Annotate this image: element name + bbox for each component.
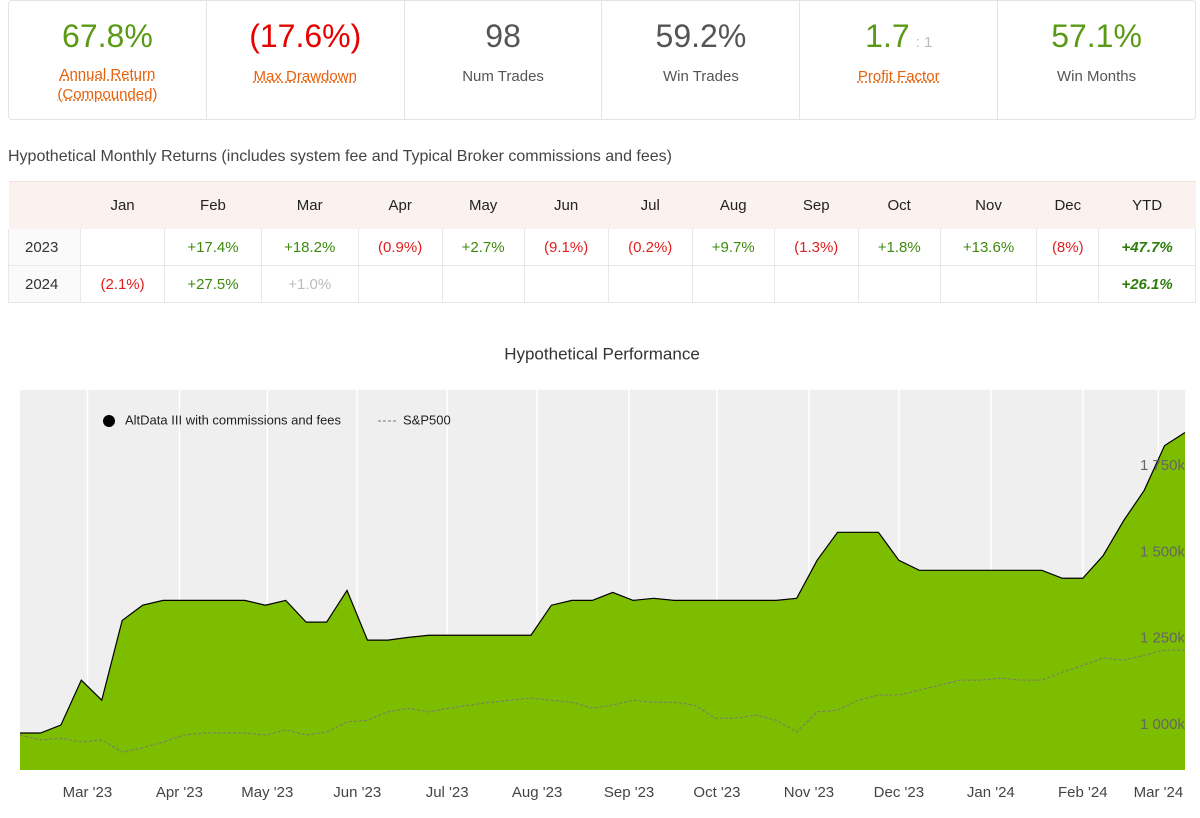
header-cell: Aug: [692, 181, 775, 229]
stat-value: (17.6%): [249, 18, 362, 54]
returns-table: Jan Feb Mar Apr May Jun Jul Aug Sep Oct Nov Dec YTD 2…: [8, 181, 1196, 303]
header-cell: Mar: [261, 181, 359, 229]
stat-label: Num Trades: [462, 68, 544, 85]
x-tick-label: Sep '23: [604, 784, 654, 801]
stat: 59.2% Win Trades: [602, 1, 801, 119]
header-cell: Dec: [1036, 181, 1099, 229]
return-cell: +9.7%: [691, 229, 775, 266]
header-cell: Oct: [858, 181, 941, 229]
header-cell: May: [442, 181, 525, 229]
stat: (17.6%) Max Drawdown: [207, 1, 405, 119]
return-cell: [773, 265, 859, 303]
area: [20, 432, 1185, 770]
stat-label[interactable]: Profit Factor: [857, 68, 940, 85]
y-tick-label: 1 750k: [1140, 457, 1186, 474]
x-tick-label: Dec '23: [874, 784, 924, 801]
stats-panel: 67.8% Annual Return (Compounded) (17.6%) M…: [8, 0, 1196, 120]
y-tick-label: 1 250k: [1140, 630, 1186, 647]
x-tick-label: Oct '23: [693, 784, 740, 801]
table-row: 2024 (2.1%) +27.5% +1.0% +26.1%: [8, 265, 1196, 303]
year-cell: 2024: [8, 265, 81, 303]
return-cell: +47.7%: [1098, 229, 1196, 266]
header-cell: Nov: [940, 181, 1037, 229]
stat-label[interactable]: Max Drawdown: [253, 68, 357, 85]
header-row: Jan Feb Mar Apr May Jun Jul Aug Sep Oct Nov Dec YTD: [8, 181, 1196, 229]
x-tick-label: Aug '23: [512, 784, 562, 801]
return-cell: (8%): [1036, 229, 1100, 266]
chart: Hypothetical Performance Mar '23 Apr '23 M…: [8, 338, 1196, 818]
return-cell: +2.7%: [441, 229, 525, 266]
header-cell: Jan: [80, 181, 165, 229]
return-cell: +1.8%: [857, 229, 941, 266]
return-cell: (0.9%): [357, 229, 443, 266]
x-tick-label: Mar '24: [1134, 784, 1184, 801]
return-cell: +18.2%: [260, 229, 359, 266]
x-tick-label: Feb '24: [1058, 784, 1108, 801]
legend-label: S&P500: [403, 412, 451, 427]
area-line: [20, 431, 1186, 734]
header-cell: YTD: [1098, 181, 1196, 229]
stat-value: 98: [485, 18, 521, 54]
return-cell: +17.4%: [164, 229, 262, 266]
stat-value-wrap: 1.7 : 1: [800, 17, 997, 55]
return-cell: (2.1%): [79, 265, 166, 303]
x-tick-label: Nov '23: [784, 784, 834, 801]
stat: 67.8% Annual Return (Compounded): [9, 1, 207, 119]
return-cell: (1.3%): [773, 229, 859, 266]
chart-title: Hypothetical Performance: [504, 344, 700, 363]
return-cell: +13.6%: [939, 229, 1038, 266]
return-cell: [441, 265, 525, 303]
stat-value: 1.7: [865, 18, 910, 54]
return-cell: [79, 229, 166, 266]
stat-label[interactable]: Annual Return (Compounded): [57, 66, 158, 103]
return-cell: (9.1%): [523, 229, 609, 266]
x-tick-label: Jan '24: [967, 784, 1015, 801]
stat: 57.1% Win Months: [998, 1, 1195, 119]
stat: 1.7 : 1 Profit Factor: [800, 1, 999, 119]
stat-label: Win Months: [1056, 68, 1137, 85]
stat-value: 57.1%: [1051, 18, 1142, 54]
header-cell: [8, 181, 81, 229]
return-cell: +26.1%: [1098, 265, 1196, 303]
header-cell: Jul: [608, 181, 693, 229]
table-row: 2023 +17.4% +18.2% (0.9%) +2.7% (9.1%) (0.2%) +…: [8, 229, 1196, 266]
header-cell: Apr: [358, 181, 443, 229]
return-cell: [939, 265, 1038, 303]
x-tick-label: Mar '23: [63, 784, 113, 801]
return-cell: [691, 265, 775, 303]
stat-value: 59.2%: [655, 18, 747, 54]
return-cell: [607, 265, 693, 303]
stat: 98 Num Trades: [405, 1, 603, 119]
x-tick-label: May '23: [241, 784, 293, 801]
header-cell: Sep: [774, 181, 859, 229]
header-cell: Jun: [524, 181, 609, 229]
legend-marker: [103, 415, 115, 427]
year-cell: 2023: [8, 229, 81, 266]
y-tick-label: 1 500k: [1140, 543, 1186, 560]
header-cell: Feb: [164, 181, 262, 229]
return-cell: +27.5%: [164, 265, 262, 303]
x-tick-label: Jun '23: [333, 784, 381, 801]
return-cell: [857, 265, 941, 303]
return-cell: [523, 265, 609, 303]
stat-label: Win Trades: [662, 68, 739, 85]
return-cell: [357, 265, 443, 303]
stat-value: 67.8%: [62, 18, 153, 54]
table-caption: Hypothetical Monthly Returns (includes s…: [8, 148, 672, 165]
x-tick-label: Jul '23: [426, 784, 469, 801]
return-cell: (0.2%): [607, 229, 693, 266]
return-cell: +1.0%: [260, 265, 359, 303]
x-tick-label: Apr '23: [156, 784, 203, 801]
stat-ratio: : 1: [915, 34, 933, 51]
y-tick-label: 1 000k: [1140, 716, 1186, 733]
return-cell: [1036, 265, 1100, 303]
line: [19, 649, 1185, 753]
legend-label: AltData III with commissions and fees: [125, 412, 342, 427]
